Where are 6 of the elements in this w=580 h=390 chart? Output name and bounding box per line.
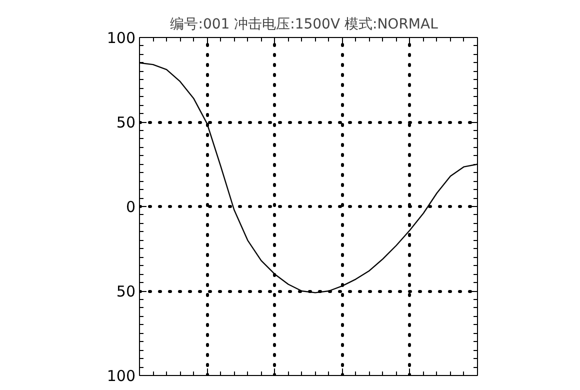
y-tick-label: 100 [106,29,136,47]
chart-title: 编号:001 冲击电压:1500V 模式:NORMAL [170,16,438,32]
y-tick-label: 0 [126,198,136,216]
y-tick-label: 50 [116,282,136,300]
y-tick-label: 50 [116,114,136,132]
y-tick-label: 100 [106,367,136,385]
